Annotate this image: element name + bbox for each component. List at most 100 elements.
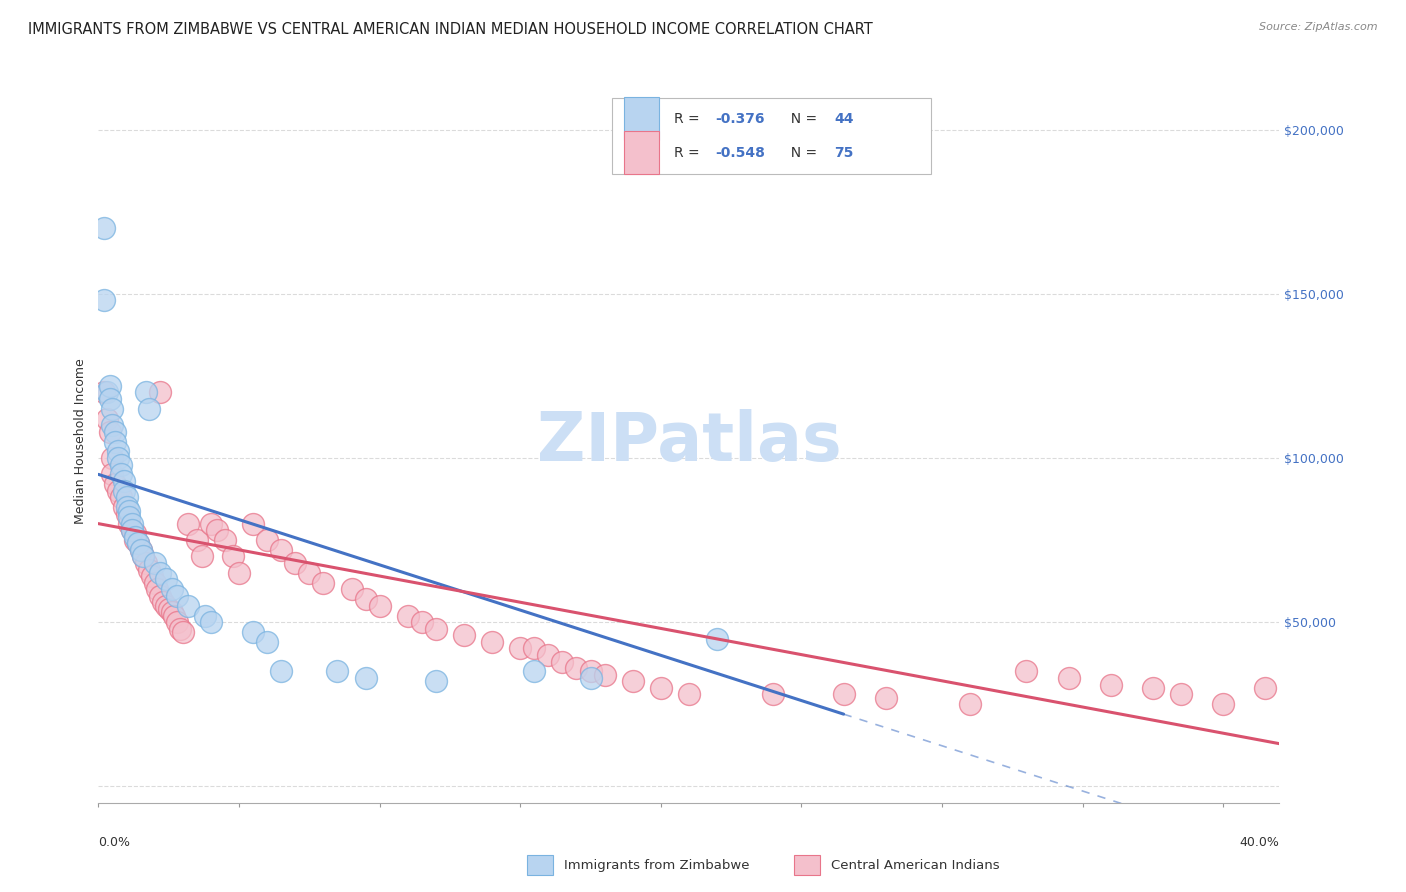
- Point: [118, 516, 141, 531]
- Point: [132, 549, 155, 564]
- Point: [368, 599, 391, 613]
- Point: [523, 665, 546, 679]
- Point: [959, 698, 981, 712]
- Point: [115, 500, 138, 515]
- Point: [96, 411, 118, 425]
- Point: [270, 665, 292, 679]
- Point: [650, 681, 672, 695]
- Point: [1142, 681, 1164, 695]
- Point: [425, 674, 447, 689]
- Point: [256, 533, 278, 547]
- Point: [149, 566, 172, 580]
- Point: [124, 533, 146, 547]
- Point: [143, 556, 166, 570]
- Point: [107, 444, 129, 458]
- Point: [678, 687, 700, 701]
- Point: [191, 549, 214, 564]
- Point: [110, 491, 132, 505]
- Point: [537, 648, 560, 662]
- Point: [101, 401, 124, 416]
- Text: IMMIGRANTS FROM ZIMBABWE VS CENTRAL AMERICAN INDIAN MEDIAN HOUSEHOLD INCOME CORR: IMMIGRANTS FROM ZIMBABWE VS CENTRAL AMER…: [28, 22, 873, 37]
- Point: [166, 615, 188, 630]
- Point: [762, 687, 785, 701]
- Point: [340, 582, 363, 597]
- Point: [138, 401, 160, 416]
- FancyBboxPatch shape: [612, 98, 931, 174]
- Point: [396, 608, 419, 623]
- Point: [565, 661, 588, 675]
- Point: [256, 635, 278, 649]
- Point: [832, 687, 855, 701]
- Point: [200, 615, 222, 630]
- Text: Central American Indians: Central American Indians: [831, 859, 1000, 871]
- Point: [200, 516, 222, 531]
- Point: [98, 392, 121, 406]
- Point: [101, 418, 124, 433]
- Text: 75: 75: [834, 145, 853, 160]
- Text: 44: 44: [834, 112, 853, 126]
- Point: [124, 526, 146, 541]
- Point: [98, 425, 121, 439]
- Point: [551, 655, 574, 669]
- Point: [194, 608, 217, 623]
- Point: [425, 622, 447, 636]
- Point: [124, 530, 146, 544]
- Text: R =: R =: [673, 145, 703, 160]
- Point: [112, 483, 135, 498]
- Point: [115, 491, 138, 505]
- Point: [354, 592, 377, 607]
- Text: Immigrants from Zimbabwe: Immigrants from Zimbabwe: [564, 859, 749, 871]
- Point: [135, 556, 157, 570]
- Point: [93, 293, 115, 308]
- Point: [523, 641, 546, 656]
- Point: [110, 467, 132, 482]
- Point: [132, 549, 155, 564]
- Point: [706, 632, 728, 646]
- Point: [186, 533, 208, 547]
- Bar: [624, 131, 659, 174]
- Point: [149, 589, 172, 603]
- Point: [93, 221, 115, 235]
- Point: [135, 385, 157, 400]
- Point: [875, 690, 897, 705]
- Point: [160, 605, 183, 619]
- Point: [312, 575, 335, 590]
- Point: [177, 599, 200, 613]
- Point: [411, 615, 433, 630]
- Point: [101, 450, 124, 465]
- Point: [169, 622, 191, 636]
- Point: [1057, 671, 1080, 685]
- Point: [118, 503, 141, 517]
- Point: [152, 595, 174, 609]
- Point: [115, 507, 138, 521]
- Point: [96, 385, 118, 400]
- Point: [172, 625, 194, 640]
- Bar: [624, 97, 659, 140]
- Point: [621, 674, 644, 689]
- Text: 0.0%: 0.0%: [98, 836, 131, 849]
- Point: [118, 510, 141, 524]
- Point: [270, 542, 292, 557]
- Point: [579, 671, 602, 685]
- Point: [163, 608, 186, 623]
- Point: [214, 533, 236, 547]
- Point: [107, 450, 129, 465]
- Point: [146, 582, 169, 597]
- Point: [242, 625, 264, 640]
- Point: [149, 385, 172, 400]
- Point: [129, 542, 152, 557]
- Text: -0.548: -0.548: [714, 145, 765, 160]
- Point: [1254, 681, 1277, 695]
- Point: [481, 635, 503, 649]
- Point: [593, 667, 616, 681]
- Point: [93, 385, 115, 400]
- Text: Source: ZipAtlas.com: Source: ZipAtlas.com: [1260, 22, 1378, 32]
- Point: [104, 477, 127, 491]
- Point: [127, 536, 149, 550]
- Point: [155, 573, 177, 587]
- Point: [112, 500, 135, 515]
- Point: [110, 458, 132, 472]
- Point: [1099, 677, 1122, 691]
- Point: [166, 589, 188, 603]
- Point: [242, 516, 264, 531]
